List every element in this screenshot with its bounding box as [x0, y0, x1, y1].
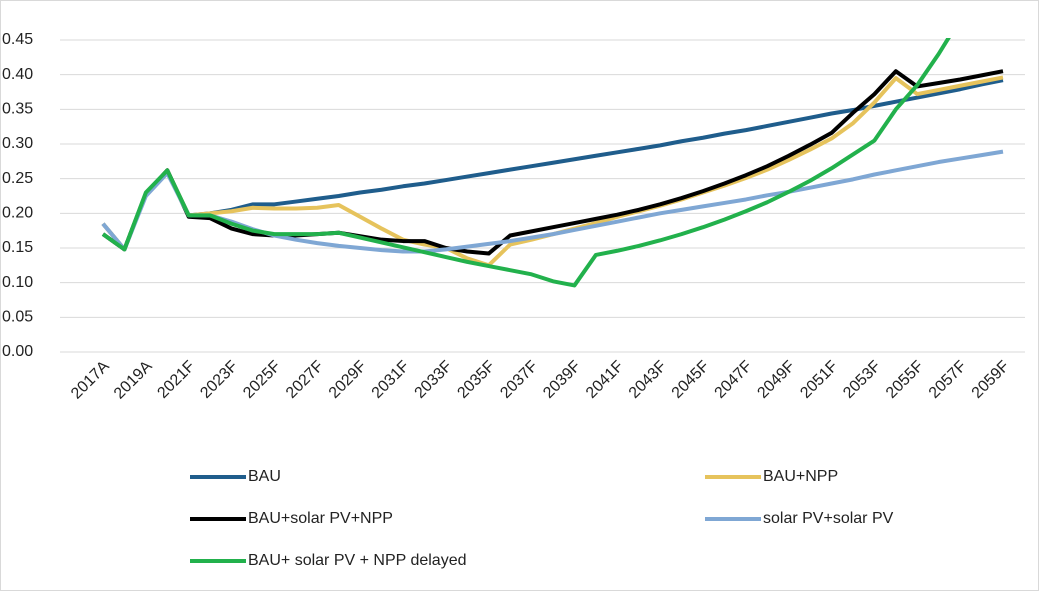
legend-label: BAU+solar PV+NPP — [248, 510, 393, 527]
y-tick-label: 0.15 — [2, 239, 33, 256]
legend-label: solar PV+solar PV — [763, 510, 894, 527]
y-tick-label: 0.10 — [2, 274, 33, 291]
grid — [60, 39, 1025, 353]
y-tick-label: 0.05 — [2, 309, 33, 326]
legend-label: BAU+NPP — [763, 468, 838, 485]
plot-area — [101, 38, 1004, 288]
y-tick-label: 0.40 — [2, 66, 33, 83]
y-tick-label: 0.20 — [2, 205, 33, 222]
legend-label: BAU — [248, 468, 281, 485]
y-tick-label: 0.30 — [2, 135, 33, 152]
y-tick-label: 0.35 — [2, 101, 33, 118]
y-tick-label: 0.45 — [2, 31, 33, 48]
legend-label: BAU+ solar PV + NPP delayed — [248, 552, 467, 569]
y-tick-label: 0.00 — [2, 343, 33, 360]
y-tick-label: 0.25 — [2, 170, 33, 187]
series-line — [101, 38, 951, 288]
series-line — [101, 69, 1004, 256]
series-line — [101, 78, 1004, 252]
